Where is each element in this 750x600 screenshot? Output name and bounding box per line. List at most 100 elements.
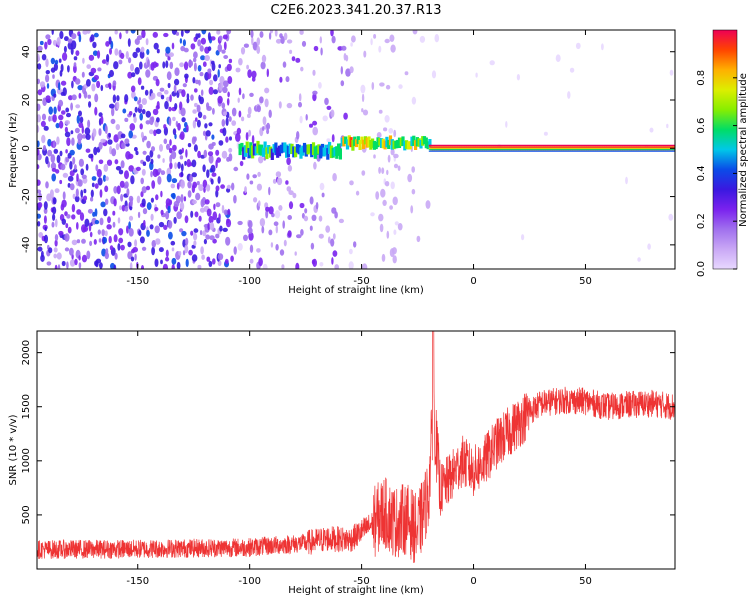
spectrogram-cell	[251, 70, 257, 79]
spectrogram-cell	[128, 57, 132, 64]
spectrogram-cell	[637, 257, 641, 262]
spectrogram-cell	[73, 168, 78, 173]
spectrogram-cell	[411, 166, 416, 173]
spectrogram-cell	[208, 215, 214, 224]
spectrogram-cell	[130, 63, 134, 72]
spectrogram-cell	[103, 208, 108, 217]
spectrogram-cell	[126, 225, 129, 234]
spectrogram-ytick-label: 20	[21, 94, 32, 107]
signal-cell	[281, 142, 285, 153]
spectrogram-cell	[163, 32, 169, 38]
spectrogram-cell	[72, 156, 76, 165]
spectrogram-cell	[45, 70, 50, 75]
spectrogram-cell	[69, 160, 73, 170]
spectrogram-cell	[105, 176, 109, 181]
spectrogram-cell	[268, 229, 273, 236]
spectrogram-cell	[180, 30, 184, 37]
signal-cell	[424, 137, 428, 149]
signal-cell	[274, 142, 278, 156]
spectrogram-cell	[187, 162, 193, 167]
spectrogram-cell	[141, 30, 146, 39]
spectrogram-cell	[200, 55, 206, 61]
spectrogram-cell	[127, 241, 132, 248]
spectrogram-cell	[250, 30, 254, 38]
spectrogram-cell	[116, 101, 120, 110]
spectrogram-cell	[136, 195, 141, 204]
spectrogram-cell	[100, 84, 104, 92]
spectrogram-cell	[39, 81, 46, 88]
spectrogram-cell	[386, 230, 390, 239]
spectrogram-cell	[330, 30, 334, 37]
spectrogram-xtick-label: -150	[126, 276, 149, 287]
spectrogram-cell	[186, 124, 189, 133]
spectrogram-cell	[45, 156, 49, 165]
spectrogram-cell	[134, 239, 138, 248]
spectrogram-cell	[197, 111, 203, 119]
spectrogram-cell	[45, 181, 49, 189]
spectrogram-cell	[666, 123, 669, 129]
spectrogram-cell	[521, 234, 525, 241]
signal-cell	[277, 145, 282, 157]
spectrogram-cell	[151, 146, 155, 152]
spectrogram-cell	[275, 244, 279, 251]
spectrogram-cell	[164, 100, 169, 110]
spectrogram-cell	[120, 133, 126, 139]
spectrogram-cell	[312, 120, 318, 126]
spectrogram-cell	[116, 95, 120, 102]
spectrogram-cell	[174, 78, 180, 86]
spectrogram-cell	[124, 138, 130, 145]
spectrogram-cell	[404, 71, 409, 76]
spectrogram-cell	[97, 177, 103, 186]
spectrogram-cell	[76, 209, 82, 215]
spectrogram-cell	[312, 258, 318, 267]
spectrogram-cell	[274, 210, 281, 219]
signal-cell	[397, 137, 402, 148]
spectrogram-cell	[42, 145, 47, 151]
spectrogram-cell	[233, 166, 239, 172]
spectrogram-cell	[141, 186, 147, 194]
spectrogram-cell	[184, 30, 190, 34]
spectrogram-cell	[192, 109, 197, 114]
spectrogram-cell	[187, 143, 192, 148]
spectrogram-cell	[384, 115, 390, 123]
spectrogram-cell	[139, 113, 143, 121]
spectrogram-cell	[139, 236, 145, 244]
spectrogram-cell	[215, 189, 219, 198]
spectrogram-cell	[231, 107, 237, 117]
signal-cell	[349, 137, 353, 148]
signal-cell	[403, 140, 407, 151]
spectrogram-cell	[286, 39, 293, 44]
spectrogram-cell	[166, 143, 170, 150]
spectrogram-cell	[93, 74, 99, 81]
spectrogram-cell	[217, 176, 221, 184]
spectrogram-cell	[114, 252, 118, 260]
spectrogram-cell	[239, 160, 244, 167]
spectrogram-cell	[208, 154, 214, 164]
spectrogram-cell	[266, 128, 270, 135]
spectrogram-cell	[140, 177, 144, 185]
spectrogram-cell	[114, 159, 119, 165]
spectrogram-cell	[83, 188, 87, 194]
spectrogram-cell	[154, 225, 160, 234]
spectrogram-cell	[238, 58, 243, 66]
spectrogram-cell	[194, 211, 199, 218]
spectrogram-cell	[114, 48, 119, 56]
signal-cell	[245, 141, 249, 153]
spectrogram-cell	[94, 208, 98, 217]
spectrogram-cell	[61, 260, 66, 267]
spectrogram-cell	[226, 184, 232, 190]
spectrogram-cell	[208, 122, 213, 127]
spectrogram-cell	[151, 116, 155, 123]
spectrogram-cell	[193, 62, 197, 72]
spectrogram-cell	[113, 234, 118, 243]
spectrogram-cell	[361, 170, 366, 176]
spectrogram-cell	[86, 250, 91, 260]
spectrogram-cell	[266, 122, 271, 130]
spectrogram-cell	[173, 84, 177, 94]
spectrogram-cell	[139, 61, 143, 70]
spectrogram-cell	[87, 119, 91, 129]
spectrogram-cell	[118, 228, 124, 236]
spectrogram-cell	[43, 215, 47, 224]
spectrogram-cell	[41, 134, 46, 144]
spectrogram-cell	[147, 59, 150, 68]
